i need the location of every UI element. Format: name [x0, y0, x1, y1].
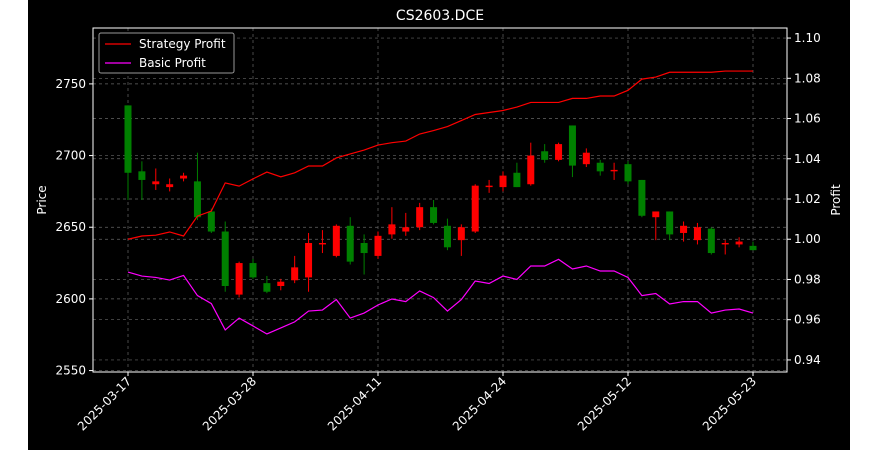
candle-body [638, 179, 646, 216]
y-tick-label: 2600 [55, 292, 86, 306]
candle-body [263, 283, 271, 292]
candle-body [221, 231, 229, 286]
candle-body [735, 241, 743, 245]
candle-body [582, 152, 590, 165]
candle-body [305, 243, 313, 278]
candle-body [596, 162, 604, 172]
candle-body [693, 227, 701, 241]
plot-frame [92, 27, 788, 373]
candle-body [138, 171, 146, 180]
y2-tick-label: 0.96 [794, 313, 821, 327]
candle-body [124, 105, 132, 173]
candle-body [666, 211, 674, 235]
figure-background [28, 0, 850, 450]
candle-body [249, 263, 257, 278]
y2-tick-label: 1.08 [794, 71, 821, 85]
candle-body [291, 267, 299, 281]
candle-body [652, 211, 660, 218]
y2-tick-label: 1.00 [794, 232, 821, 246]
y-axis-label: Price [35, 185, 49, 214]
candle-body [624, 164, 632, 182]
y2-tick-label: 1.04 [794, 152, 821, 166]
profit-line [127, 258, 754, 335]
candle-body [166, 184, 174, 188]
y-tick-label: 2550 [55, 364, 86, 378]
y2-tick-label: 0.98 [794, 272, 821, 286]
candle-body [457, 227, 465, 241]
candle-body [430, 207, 438, 223]
candle-body [513, 172, 521, 188]
profit-line [127, 70, 753, 240]
candle-body [402, 227, 410, 232]
legend-label: Basic Profit [139, 56, 206, 70]
y-tick-label: 2650 [55, 220, 86, 234]
candle-body [152, 181, 160, 185]
candle-body [193, 181, 201, 218]
y2-tick-label: 1.06 [794, 112, 821, 126]
candle-body [499, 175, 507, 188]
y-tick-label: 2750 [55, 77, 86, 91]
candle-body [610, 169, 618, 172]
candle-body [555, 144, 563, 160]
candle-body [471, 185, 479, 232]
y2-tick-label: 1.02 [794, 192, 821, 206]
legend-label: Strategy Profit [139, 37, 226, 51]
candle-body [485, 185, 493, 188]
candle-body [235, 263, 243, 295]
y2-tick-label: 1.10 [794, 31, 821, 45]
candle-body [207, 211, 215, 232]
candle-body [388, 224, 396, 235]
candle-body [318, 243, 326, 245]
y2-axis-label: Profit [829, 184, 843, 216]
candle-body [443, 225, 451, 248]
candle-body [721, 243, 729, 245]
chart-title: CS2603.DCE [396, 8, 484, 24]
candle-body [541, 151, 549, 160]
candle-body [332, 225, 340, 256]
candle-body [360, 243, 368, 254]
y2-tick-label: 0.94 [794, 353, 821, 367]
candle-body [707, 228, 715, 254]
candle-body [527, 155, 535, 185]
y-tick-label: 2700 [55, 149, 86, 163]
candle-body [374, 235, 382, 256]
candle-body [680, 225, 688, 233]
candle-body [416, 207, 424, 228]
candle-body [277, 281, 285, 286]
candle-body [180, 175, 188, 179]
candle-body [749, 245, 757, 251]
candle-body [568, 125, 576, 166]
candle-body [346, 225, 354, 262]
legend-box [98, 32, 235, 74]
